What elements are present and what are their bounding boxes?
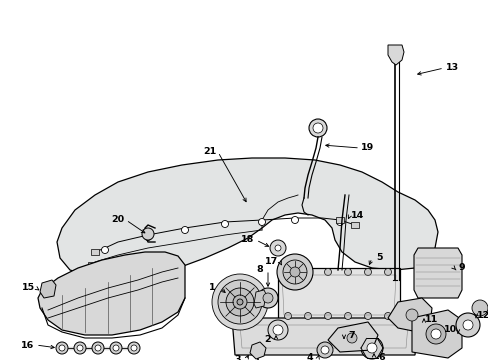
Circle shape (471, 300, 487, 316)
Text: 6: 6 (378, 354, 385, 360)
Circle shape (336, 219, 343, 225)
Circle shape (346, 333, 356, 343)
Circle shape (274, 245, 281, 251)
Circle shape (113, 345, 119, 351)
Text: 21: 21 (203, 148, 216, 157)
Circle shape (276, 254, 312, 290)
Text: 12: 12 (476, 310, 488, 320)
Circle shape (272, 325, 283, 335)
Polygon shape (327, 322, 377, 352)
Circle shape (74, 342, 86, 354)
Circle shape (289, 267, 299, 277)
Bar (350, 222, 358, 228)
Circle shape (59, 345, 65, 351)
Polygon shape (253, 290, 265, 308)
Circle shape (142, 228, 154, 240)
Circle shape (102, 247, 108, 253)
Circle shape (263, 293, 272, 303)
Circle shape (316, 342, 332, 358)
Polygon shape (413, 248, 461, 298)
Polygon shape (387, 298, 431, 332)
Circle shape (284, 312, 291, 320)
Circle shape (267, 320, 287, 340)
Text: 1: 1 (208, 284, 215, 292)
Circle shape (284, 269, 291, 275)
Circle shape (364, 312, 371, 320)
Circle shape (324, 312, 331, 320)
Circle shape (181, 226, 188, 234)
Circle shape (237, 299, 243, 305)
Text: 19: 19 (361, 144, 374, 153)
Circle shape (304, 312, 311, 320)
Circle shape (77, 345, 83, 351)
Circle shape (144, 234, 151, 240)
Circle shape (128, 342, 140, 354)
Text: 16: 16 (21, 341, 35, 350)
Text: 15: 15 (21, 284, 35, 292)
Circle shape (384, 269, 391, 275)
Circle shape (291, 216, 298, 224)
Text: 3: 3 (234, 356, 241, 360)
Circle shape (56, 342, 68, 354)
Circle shape (232, 295, 246, 309)
Circle shape (92, 342, 104, 354)
Text: 5: 5 (376, 253, 383, 262)
Circle shape (258, 288, 278, 308)
Text: 13: 13 (445, 63, 458, 72)
Circle shape (324, 269, 331, 275)
Text: 20: 20 (111, 216, 124, 225)
Polygon shape (278, 268, 399, 320)
Circle shape (131, 345, 137, 351)
Circle shape (308, 119, 326, 137)
Circle shape (462, 320, 472, 330)
Circle shape (312, 123, 323, 133)
Bar (91, 249, 99, 255)
Polygon shape (38, 252, 184, 335)
Text: 9: 9 (458, 264, 465, 273)
Polygon shape (40, 280, 56, 298)
Circle shape (95, 345, 101, 351)
Circle shape (212, 274, 267, 330)
Polygon shape (411, 310, 461, 358)
Circle shape (225, 288, 253, 316)
Polygon shape (249, 342, 265, 359)
Circle shape (320, 346, 328, 354)
Text: 17: 17 (265, 257, 278, 266)
Circle shape (430, 329, 440, 339)
Circle shape (221, 220, 228, 228)
Circle shape (455, 313, 479, 337)
Circle shape (425, 324, 445, 344)
Circle shape (344, 312, 351, 320)
Circle shape (360, 337, 382, 359)
Circle shape (366, 343, 376, 353)
Text: 8: 8 (256, 266, 263, 274)
Polygon shape (57, 158, 437, 278)
Circle shape (283, 260, 306, 284)
Bar (88, 262, 96, 268)
Circle shape (110, 342, 122, 354)
Circle shape (269, 240, 285, 256)
Text: 2: 2 (264, 336, 271, 345)
Circle shape (258, 219, 265, 225)
Polygon shape (387, 45, 403, 65)
Circle shape (384, 312, 391, 320)
Circle shape (405, 309, 417, 321)
Circle shape (218, 280, 262, 324)
Text: 4: 4 (306, 354, 313, 360)
Polygon shape (231, 318, 417, 355)
Circle shape (304, 269, 311, 275)
Text: 7: 7 (348, 330, 355, 339)
Circle shape (364, 269, 371, 275)
Text: 11: 11 (425, 315, 438, 324)
Text: 14: 14 (351, 211, 364, 220)
Text: 10: 10 (443, 325, 456, 334)
Bar (335, 217, 343, 223)
Circle shape (344, 269, 351, 275)
Text: 18: 18 (241, 235, 254, 244)
